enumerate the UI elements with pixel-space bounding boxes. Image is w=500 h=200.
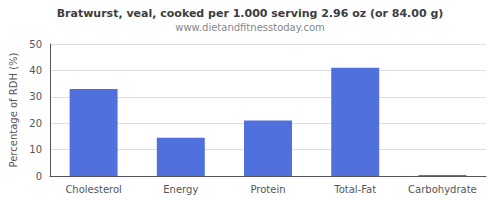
svg-text:40: 40 — [29, 65, 42, 76]
svg-text:Bratwurst, veal, cooked per 1.: Bratwurst, veal, cooked per 1.000 servin… — [57, 7, 444, 20]
svg-text:0: 0 — [36, 171, 42, 182]
svg-text:Percentage of RDH (%): Percentage of RDH (%) — [8, 52, 19, 167]
svg-text:Carbohydrate: Carbohydrate — [408, 184, 477, 195]
svg-text:Cholesterol: Cholesterol — [65, 184, 121, 195]
svg-text:30: 30 — [29, 91, 42, 102]
svg-text:Total-Fat: Total-Fat — [333, 184, 376, 195]
svg-text:Protein: Protein — [250, 184, 285, 195]
svg-text:50: 50 — [29, 39, 42, 50]
svg-text:Energy: Energy — [163, 184, 198, 195]
svg-text:10: 10 — [29, 144, 42, 155]
svg-text:www.dietandfitnesstoday.com: www.dietandfitnesstoday.com — [175, 22, 324, 33]
svg-text:20: 20 — [29, 118, 42, 129]
